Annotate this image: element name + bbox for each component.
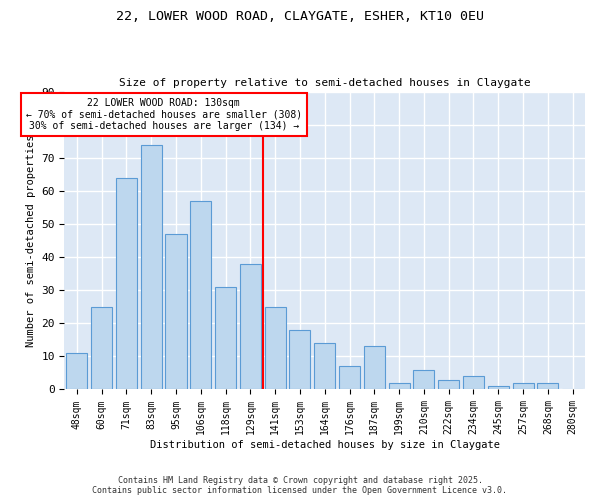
Bar <box>413 370 434 390</box>
Bar <box>537 383 559 390</box>
Bar <box>314 343 335 390</box>
Bar <box>289 330 310 390</box>
Bar <box>339 366 360 390</box>
Bar <box>463 376 484 390</box>
Y-axis label: Number of semi-detached properties: Number of semi-detached properties <box>26 134 36 347</box>
Bar <box>116 178 137 390</box>
Bar <box>166 234 187 390</box>
Title: Size of property relative to semi-detached houses in Claygate: Size of property relative to semi-detach… <box>119 78 530 88</box>
Bar <box>488 386 509 390</box>
Text: 22, LOWER WOOD ROAD, CLAYGATE, ESHER, KT10 0EU: 22, LOWER WOOD ROAD, CLAYGATE, ESHER, KT… <box>116 10 484 23</box>
X-axis label: Distribution of semi-detached houses by size in Claygate: Distribution of semi-detached houses by … <box>150 440 500 450</box>
Bar <box>215 287 236 390</box>
Bar <box>91 306 112 390</box>
Bar <box>240 264 261 390</box>
Text: Contains HM Land Registry data © Crown copyright and database right 2025.
Contai: Contains HM Land Registry data © Crown c… <box>92 476 508 495</box>
Bar <box>438 380 459 390</box>
Bar <box>389 383 410 390</box>
Bar <box>265 306 286 390</box>
Bar <box>190 201 211 390</box>
Bar <box>364 346 385 390</box>
Bar <box>512 383 533 390</box>
Text: 22 LOWER WOOD ROAD: 130sqm
← 70% of semi-detached houses are smaller (308)
30% o: 22 LOWER WOOD ROAD: 130sqm ← 70% of semi… <box>26 98 302 132</box>
Bar <box>141 144 162 390</box>
Bar <box>67 353 88 390</box>
